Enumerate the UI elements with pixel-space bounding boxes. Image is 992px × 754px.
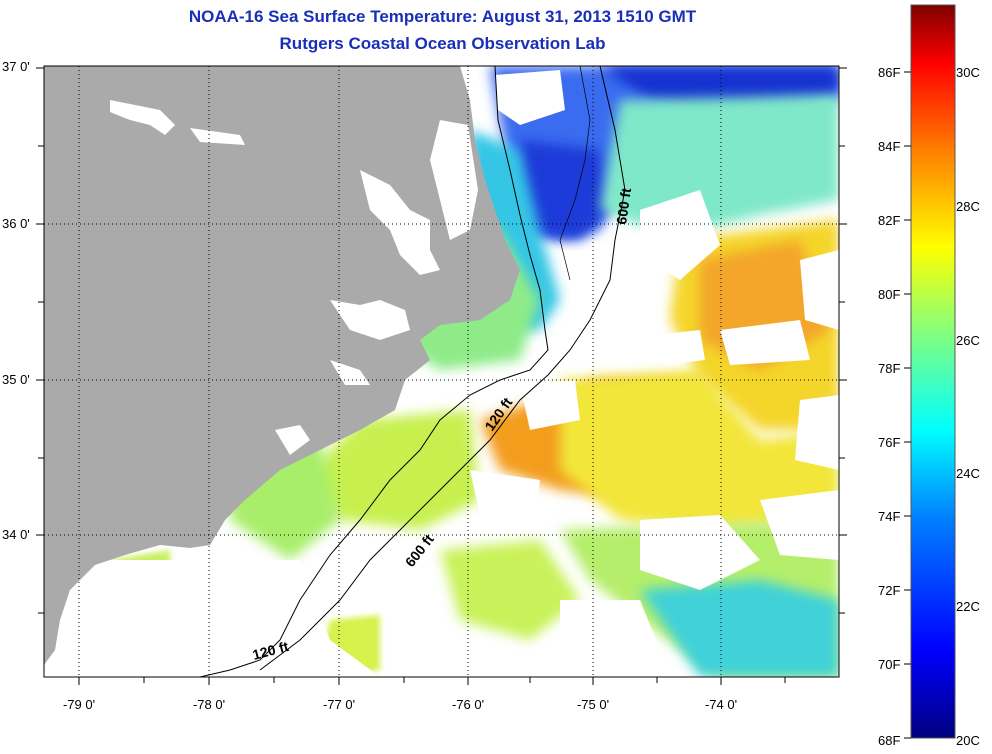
- colorbar-f-label: 86F: [878, 65, 901, 80]
- lat-label-37: 37 0': [2, 59, 30, 74]
- lon-label-75: -75 0': [576, 697, 610, 712]
- colorbar-c-label: 22C: [956, 599, 980, 614]
- colorbar-ticks: [904, 71, 911, 739]
- lon-label-79: -79 0': [62, 697, 96, 712]
- map-title: NOAA-16 Sea Surface Temperature: August …: [188, 7, 697, 26]
- lat-label-36: 36 0': [2, 216, 30, 231]
- map-subtitle: Rutgers Coastal Ocean Observation Lab: [279, 34, 606, 53]
- colorbar-gradient: [910, 4, 956, 739]
- colorbar-f-label: 80F: [878, 287, 901, 302]
- colorbar-c-label: 28C: [956, 199, 980, 214]
- colorbar-f-label: 82F: [878, 213, 901, 228]
- cloud-patches: [44, 70, 839, 677]
- lon-label-76: -76 0': [451, 697, 485, 712]
- colorbar-f-label: 70F: [878, 657, 901, 672]
- colorbar-f-label: 84F: [878, 139, 901, 154]
- map-frame: [43, 65, 840, 678]
- colorbar-f-label: 72F: [878, 583, 901, 598]
- bathymetry-contours: [199, 66, 626, 677]
- lon-label-78: -78 0': [192, 697, 226, 712]
- lon-label-77: -77 0': [322, 697, 356, 712]
- colorbar-f-label: 76F: [878, 435, 901, 450]
- map-grid: [44, 66, 839, 677]
- colorbar-f-label: 68F: [878, 733, 901, 748]
- sounds-water: [110, 100, 478, 455]
- lon-label-74: -74 0': [704, 697, 738, 712]
- lat-label-34: 34 0': [2, 527, 30, 542]
- lat-label-35: 35 0': [2, 372, 30, 387]
- colorbar-c-label: 26C: [956, 333, 980, 348]
- colorbar-c-label: 20C: [956, 733, 980, 748]
- colorbar-f-label: 78F: [878, 361, 901, 376]
- axis-ticks: [36, 67, 847, 685]
- contour-label-600-north: 600 ft: [613, 187, 634, 226]
- colorbar-c-label: 30C: [956, 65, 980, 80]
- colorbar-f-label: 74F: [878, 509, 901, 524]
- colorbar-c-label: 24C: [956, 466, 980, 481]
